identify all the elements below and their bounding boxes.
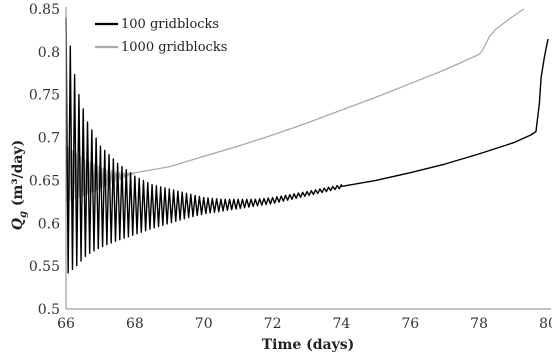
- y-tick-label: 0.5: [38, 302, 60, 318]
- plot-area: [65, 8, 549, 274]
- y-axis-label: Qg (m³/day): [10, 140, 29, 230]
- series-line-1000-gridblocks: [65, 8, 525, 203]
- x-tick-label: 74: [332, 316, 350, 332]
- x-tick-label: 70: [195, 316, 213, 332]
- y-axis-label-unit: (m³/day): [10, 140, 26, 211]
- x-tick-label: 66: [57, 316, 75, 332]
- y-tick-label: 0.65: [29, 173, 60, 189]
- x-tick-label: 72: [264, 316, 282, 332]
- y-tick-label: 0.85: [29, 2, 60, 18]
- y-tick-label: 0.6: [38, 216, 60, 232]
- x-tick-label: 78: [470, 316, 488, 332]
- x-tick-label: 68: [126, 316, 144, 332]
- tick-labels: 66 68 70 72 74 76 78 80 0.5 0.55 0.6 0.65 0.7 0.75 0.8…: [29, 2, 552, 332]
- series-line-100-gridblocks: [65, 17, 549, 274]
- y-axis-title: Qg (m³/day): [10, 140, 29, 230]
- x-axis-label: Time (days): [262, 337, 354, 353]
- y-tick-label: 0.7: [38, 131, 60, 147]
- y-tick-label: 0.75: [29, 88, 60, 104]
- y-tick-label: 0.55: [29, 259, 60, 275]
- legend-label-1000-gridblocks: 1000 gridblocks: [121, 40, 227, 55]
- y-axis-label-symbol: Q: [10, 218, 26, 230]
- legend-label-100-gridblocks: 100 gridblocks: [121, 17, 219, 32]
- legend: 100 gridblocks 1000 gridblocks: [95, 17, 227, 55]
- x-tick-label: 76: [401, 316, 419, 332]
- y-tick-label: 0.8: [38, 45, 60, 61]
- x-tick-label: 80: [539, 316, 552, 332]
- y-axis-label-subscript: g: [18, 211, 29, 218]
